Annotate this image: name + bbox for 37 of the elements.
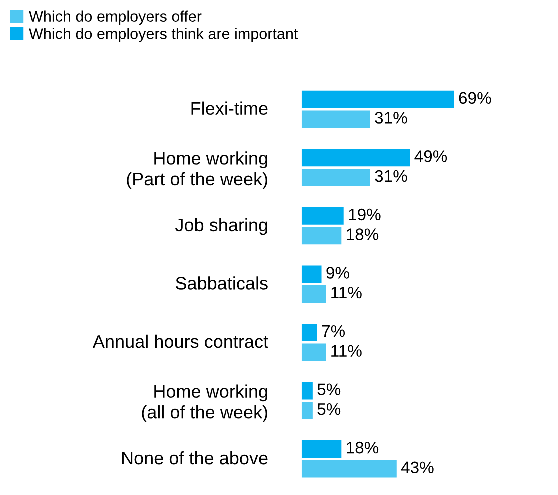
data-label: 5% — [318, 384, 341, 396]
data-label: 11% — [332, 286, 362, 299]
y-tick-label: Home working (Part of the week) — [127, 152, 268, 190]
bar — [302, 440, 342, 458]
bar — [302, 90, 454, 108]
data-label: 43% — [401, 462, 434, 474]
data-label: 18% — [347, 442, 379, 454]
data-label: 31% — [375, 170, 408, 182]
y-tick-label: Home working (all of the week) — [142, 384, 268, 422]
bar — [302, 382, 313, 400]
y-tick-label: Flexi-time — [192, 102, 268, 116]
y-tick-label: None of the above — [122, 451, 268, 465]
y-tick-label: Annual hours contract — [92, 334, 268, 348]
bar — [302, 324, 318, 342]
data-label: 49% — [414, 150, 448, 162]
legend-label: Which do employers think are important — [29, 28, 298, 42]
data-label: 11% — [332, 345, 362, 357]
data-label: 69% — [459, 92, 492, 104]
legend-label: Which do employers offer — [29, 10, 202, 26]
bar — [302, 402, 313, 420]
bar — [302, 286, 326, 303]
data-label: 18% — [347, 228, 379, 240]
bar — [302, 344, 326, 362]
bar — [302, 227, 342, 245]
data-label: 5% — [318, 404, 341, 416]
y-tick-label: Job sharing — [175, 218, 268, 236]
bar — [302, 168, 370, 186]
bar — [302, 149, 410, 167]
y-tick-label: Sabbaticals — [176, 276, 268, 290]
bar — [302, 110, 370, 128]
data-label: 19% — [349, 208, 381, 221]
bar — [302, 207, 344, 225]
data-label: 9% — [326, 267, 350, 279]
data-label: 7% — [322, 325, 346, 338]
data-label: 31% — [375, 112, 408, 124]
bar — [302, 266, 322, 284]
bar — [302, 460, 397, 478]
